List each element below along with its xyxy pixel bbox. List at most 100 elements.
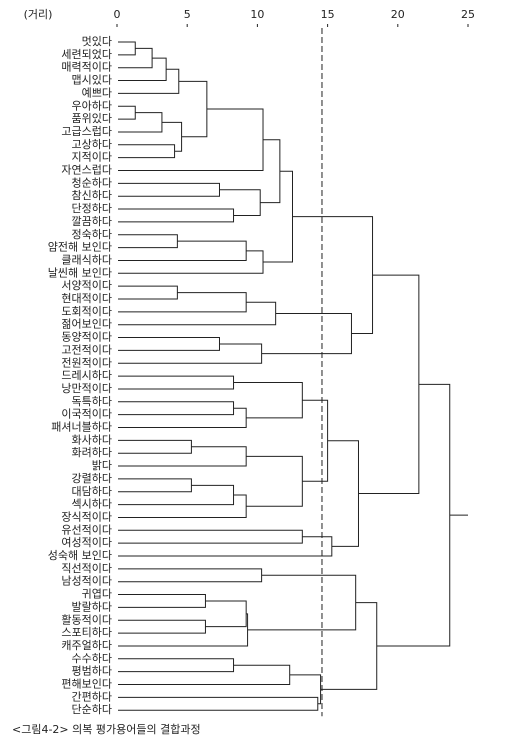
leaf-label: 고전적이다 [61, 343, 112, 356]
merge-link [118, 144, 176, 159]
merge-link [327, 440, 359, 547]
leaf-label: 정숙하다 [72, 227, 112, 241]
leaf-label: 장식적이다 [61, 510, 112, 523]
merge-link [263, 170, 293, 263]
leaf-label: 도회적이다 [61, 305, 112, 318]
leaf-label: 화려하다 [72, 445, 112, 459]
merge-link [118, 536, 333, 557]
merge-link [320, 602, 378, 690]
merge-link [118, 301, 277, 326]
leaf-label: 동양적이다 [61, 331, 112, 344]
x-tick-label: 10 [250, 8, 264, 21]
leaf-label: 섹시하다 [72, 497, 112, 511]
merge-link [118, 57, 167, 82]
leaf-label: 성숙해 보인다 [48, 548, 112, 562]
leaf-label: 우아하다 [72, 98, 112, 112]
leaf-label: 날씬해 보인다 [48, 265, 112, 279]
leaf-label: 남성적이다 [61, 575, 112, 588]
leaf-label: 발랄하다 [72, 599, 112, 613]
leaf-label: 세련되었다 [61, 48, 112, 61]
leaf-label: 청순하다 [72, 175, 112, 189]
merge-link [118, 439, 192, 454]
merge-link [233, 382, 303, 419]
leaf-label: 서양적이다 [61, 279, 112, 292]
leaf-label: 화사하다 [72, 432, 112, 446]
merge-link [118, 529, 303, 544]
leaf-label: 깔끔하다 [72, 214, 112, 228]
merge-link [118, 613, 249, 647]
merge-link [118, 208, 235, 223]
leaf-label: 캐주얼하다 [61, 638, 112, 652]
leaf-label: 독특하다 [72, 394, 112, 408]
merge-link [118, 664, 291, 685]
merge-link [118, 250, 264, 274]
merge-link [118, 182, 220, 197]
leaf-label: 단정하다 [72, 201, 112, 215]
leaf-label: 강렬하다 [72, 471, 112, 485]
merge-link [118, 594, 206, 608]
merge-link [376, 383, 451, 647]
merge-link [292, 216, 374, 335]
leaf-label: 수수하다 [72, 651, 112, 665]
merge-link [118, 41, 136, 56]
merge-link [246, 455, 303, 507]
leaf-label: 활동적이다 [61, 612, 112, 626]
leaf-label: 자연스럽다 [61, 163, 112, 177]
leaf-label: 현대적이다 [61, 292, 112, 305]
leaf-label: 유선적이다 [61, 523, 112, 536]
leaf-label: 귀엽다 [82, 588, 112, 601]
leaf-label: 스포티하다 [61, 625, 112, 639]
merge-link [118, 240, 247, 261]
x-tick-label: 25 [461, 8, 475, 21]
leaf-label: 평범하다 [72, 664, 112, 678]
axis-label: (거리) [24, 8, 53, 21]
leaf-label: 클래식하다 [61, 252, 112, 266]
leaf-label: 지적이다 [72, 151, 112, 164]
merge-link [118, 105, 136, 120]
merge-link [118, 375, 235, 390]
merge-link [118, 407, 247, 428]
leaf-label: 젊어보인다 [61, 318, 112, 331]
merge-link [118, 108, 264, 171]
merge-link [261, 312, 352, 355]
merge-link [161, 121, 183, 152]
leaf-label: 전원적이다 [61, 356, 112, 369]
merge-link [289, 674, 322, 705]
leaf-label: 낭만적이다 [61, 382, 112, 395]
merge-link [118, 619, 206, 634]
merge-link [118, 234, 178, 249]
leaf-label: 고상하다 [72, 137, 112, 151]
merge-link [118, 401, 235, 416]
merge-link [118, 568, 263, 583]
merge-link [118, 68, 180, 94]
x-tick-label: 15 [321, 8, 335, 21]
figure-caption: <그림4-2> 의복 평가용어들의 결합과정 [12, 723, 201, 736]
merge-link [118, 484, 235, 506]
merge-link [118, 446, 247, 467]
leaf-label: 품위있다 [72, 112, 112, 125]
x-tick-label: 5 [184, 8, 191, 21]
leaf-label: 얌전해 보인다 [48, 240, 112, 254]
leaf-label: 고급스럽다 [61, 124, 112, 138]
leaf-label: 패셔너블하다 [51, 420, 112, 434]
leaf-label: 단순하다 [72, 702, 112, 716]
leaf-label: 여성적이다 [61, 536, 112, 549]
merge-link [178, 80, 208, 138]
merge-link [118, 478, 192, 493]
leaf-label: 예쁘다 [82, 86, 112, 99]
leaf-label: 이국적이다 [61, 408, 112, 421]
merge-link [118, 337, 220, 351]
merge-link [358, 274, 420, 495]
leaf-label: 맵시있다 [72, 74, 112, 87]
leaf-label: 멋있다 [82, 35, 112, 48]
leaf-label: 간편하다 [72, 689, 112, 703]
leaf-label: 대담하다 [72, 484, 112, 498]
merge-link [205, 600, 247, 628]
merge-link [118, 112, 163, 133]
merge-link [118, 658, 235, 673]
merge-link [118, 343, 263, 364]
leaf-label: 매력적이다 [61, 61, 112, 74]
merge-link [118, 292, 247, 313]
merge-link [118, 285, 178, 300]
